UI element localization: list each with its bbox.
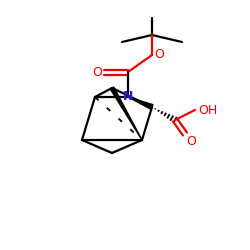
Text: OH: OH — [198, 104, 217, 117]
Text: O: O — [154, 48, 164, 60]
Text: O: O — [186, 135, 196, 148]
Polygon shape — [128, 97, 153, 109]
Polygon shape — [110, 87, 142, 140]
Text: N: N — [123, 90, 133, 104]
Text: O: O — [92, 66, 102, 78]
